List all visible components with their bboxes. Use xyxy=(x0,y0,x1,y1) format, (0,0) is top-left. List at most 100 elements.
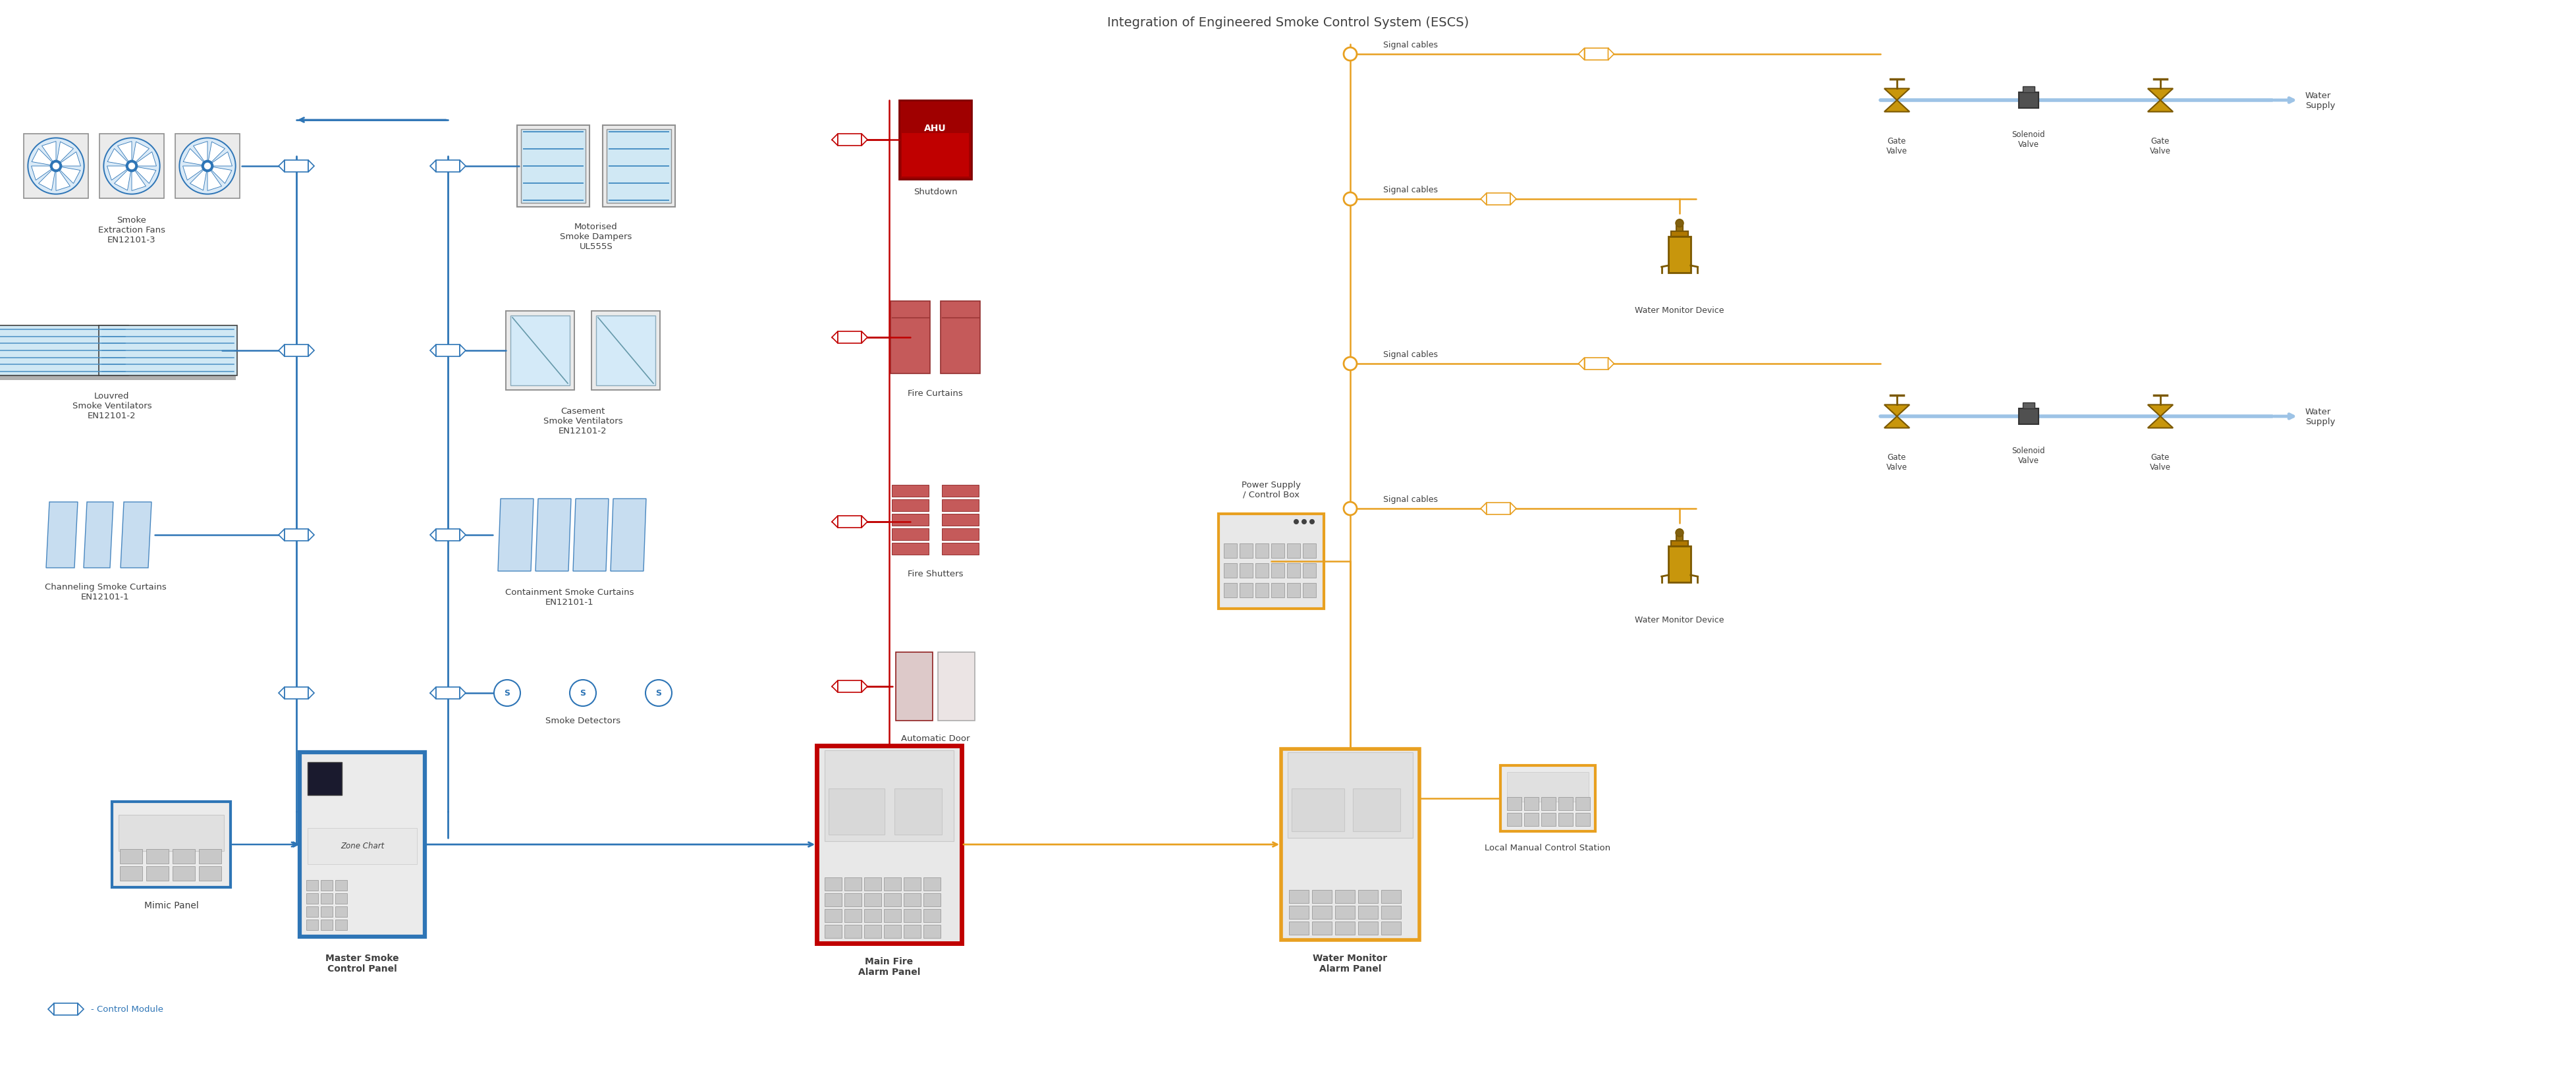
Bar xyxy=(817,746,961,944)
Polygon shape xyxy=(309,345,314,357)
Text: AHU: AHU xyxy=(925,124,945,133)
Text: Water Monitor Device: Water Monitor Device xyxy=(1636,616,1723,625)
Text: Motorised
Smoke Dampers
UL555S: Motorised Smoke Dampers UL555S xyxy=(559,223,631,250)
Text: Signal cables: Signal cables xyxy=(1383,41,1437,49)
Bar xyxy=(322,906,332,917)
Bar xyxy=(943,485,979,497)
Text: Signal cables: Signal cables xyxy=(1383,186,1437,195)
Bar xyxy=(1358,906,1378,919)
Bar xyxy=(435,160,459,172)
Circle shape xyxy=(1345,48,1358,61)
Polygon shape xyxy=(131,167,147,191)
Bar xyxy=(1358,921,1378,935)
Polygon shape xyxy=(309,160,314,172)
Bar xyxy=(1334,890,1355,903)
Polygon shape xyxy=(1579,358,1584,370)
Bar xyxy=(891,529,930,541)
Bar xyxy=(1499,765,1595,831)
Bar xyxy=(2022,87,2035,92)
Bar xyxy=(863,877,881,891)
Circle shape xyxy=(28,139,85,195)
Circle shape xyxy=(180,139,234,195)
Polygon shape xyxy=(41,142,57,167)
Circle shape xyxy=(1309,519,1314,525)
Polygon shape xyxy=(832,332,837,344)
Polygon shape xyxy=(536,499,572,572)
Polygon shape xyxy=(131,167,157,184)
Polygon shape xyxy=(209,153,232,167)
Polygon shape xyxy=(430,687,435,699)
Polygon shape xyxy=(2148,417,2174,428)
Polygon shape xyxy=(1510,194,1517,205)
Bar xyxy=(904,877,920,891)
Bar xyxy=(307,906,317,917)
Bar xyxy=(121,849,142,863)
Polygon shape xyxy=(1579,48,1584,60)
Text: Gate
Valve: Gate Valve xyxy=(2151,137,2172,156)
Bar xyxy=(943,543,979,555)
Bar xyxy=(283,687,309,699)
Bar xyxy=(2022,403,2035,408)
Text: Gate
Valve: Gate Valve xyxy=(1886,137,1906,156)
Bar xyxy=(1677,224,1682,232)
Polygon shape xyxy=(832,516,837,528)
Bar xyxy=(1334,906,1355,919)
Polygon shape xyxy=(1607,48,1615,60)
Bar xyxy=(1525,813,1538,827)
Bar xyxy=(1218,514,1324,608)
Text: Automatic Door: Automatic Door xyxy=(902,734,969,743)
Bar xyxy=(98,326,237,376)
Text: Signal cables: Signal cables xyxy=(1383,350,1437,359)
Bar xyxy=(1270,584,1285,598)
Bar xyxy=(2020,92,2038,109)
Bar xyxy=(1255,544,1267,558)
Polygon shape xyxy=(860,134,868,146)
Bar xyxy=(592,312,659,390)
Bar xyxy=(1672,232,1687,236)
Circle shape xyxy=(52,163,59,170)
Text: S: S xyxy=(657,689,662,698)
Bar xyxy=(863,893,881,906)
Bar xyxy=(1288,752,1412,838)
Bar xyxy=(520,130,585,203)
Bar xyxy=(1291,789,1345,831)
Bar xyxy=(1239,544,1252,558)
Bar xyxy=(1381,906,1401,919)
Bar xyxy=(845,924,860,938)
Polygon shape xyxy=(497,499,533,572)
Bar xyxy=(100,134,165,199)
Bar xyxy=(1303,544,1316,558)
Circle shape xyxy=(1677,529,1685,536)
Bar xyxy=(824,750,953,842)
Polygon shape xyxy=(278,345,283,357)
Text: Gate
Valve: Gate Valve xyxy=(2151,453,2172,471)
Bar xyxy=(283,345,309,357)
Bar xyxy=(1584,48,1607,60)
Bar xyxy=(1486,194,1510,205)
Polygon shape xyxy=(309,687,314,699)
Polygon shape xyxy=(1883,417,1909,428)
Polygon shape xyxy=(57,153,80,167)
Polygon shape xyxy=(108,167,131,181)
Polygon shape xyxy=(131,153,157,167)
Bar xyxy=(605,130,672,203)
Text: Fire Curtains: Fire Curtains xyxy=(907,389,963,398)
Bar xyxy=(837,134,860,146)
Bar xyxy=(891,514,930,526)
Polygon shape xyxy=(183,167,209,181)
Polygon shape xyxy=(459,529,466,541)
Polygon shape xyxy=(209,142,224,167)
Bar xyxy=(1558,798,1574,811)
Polygon shape xyxy=(57,142,75,167)
Bar xyxy=(510,316,569,386)
Bar xyxy=(307,893,317,904)
Bar xyxy=(884,893,902,906)
Bar xyxy=(837,516,860,528)
Circle shape xyxy=(569,680,595,706)
Bar xyxy=(1381,890,1401,903)
Bar xyxy=(0,327,126,381)
Bar xyxy=(837,680,860,692)
Bar xyxy=(1280,749,1419,940)
Bar xyxy=(1584,358,1607,370)
Bar xyxy=(307,828,417,864)
